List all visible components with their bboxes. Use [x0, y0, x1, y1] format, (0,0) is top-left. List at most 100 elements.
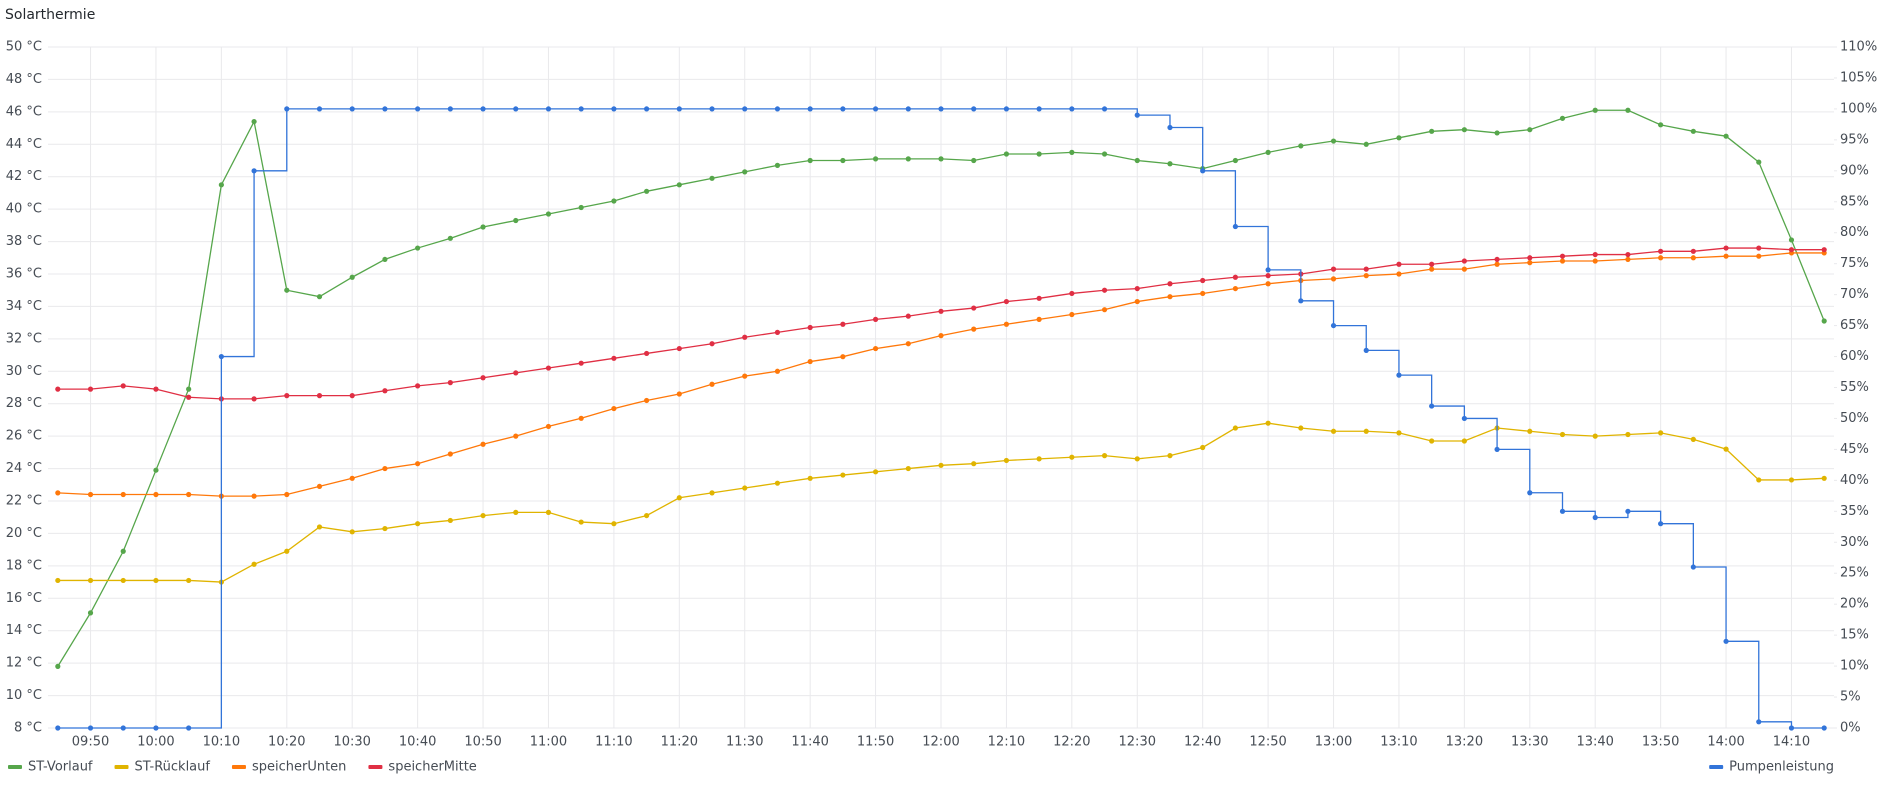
y-tick-label: 14 °C	[6, 623, 42, 638]
data-point	[349, 475, 355, 481]
data-point	[905, 156, 911, 162]
data-point	[938, 308, 944, 314]
data-point	[1788, 237, 1795, 243]
data-point	[545, 211, 552, 217]
data-point	[578, 360, 584, 366]
data-point	[349, 529, 355, 535]
data-point	[807, 475, 813, 481]
data-point	[87, 386, 94, 392]
x-tick-label: 10:30	[333, 735, 370, 750]
data-point	[382, 465, 388, 472]
data-point	[872, 316, 879, 322]
x-tick-label: 10:00	[137, 735, 174, 750]
data-point	[120, 383, 126, 389]
legend-swatch	[114, 765, 129, 769]
data-point	[1690, 255, 1696, 261]
data-point	[316, 393, 323, 399]
data-point	[938, 156, 944, 162]
data-point	[545, 509, 552, 515]
data-point	[1232, 157, 1238, 164]
data-point	[1003, 321, 1010, 327]
legend-swatch	[231, 765, 246, 769]
y-tick-label: 40 °C	[6, 202, 42, 217]
data-point	[709, 341, 715, 347]
data-point	[611, 355, 617, 361]
data-point	[1003, 106, 1010, 112]
data-point	[807, 324, 813, 331]
data-point	[1625, 508, 1631, 514]
data-point	[1134, 285, 1140, 292]
data-point	[1494, 261, 1500, 267]
data-point	[905, 106, 911, 112]
y-tick-label: 24 °C	[6, 461, 42, 476]
data-point	[742, 334, 748, 340]
y2-tick-label: 45%	[1840, 442, 1869, 457]
data-point	[676, 391, 682, 397]
y2-tick-label: 80%	[1840, 225, 1869, 240]
legend-label: speicherMitte	[388, 760, 476, 775]
data-point	[545, 365, 552, 371]
y2-tick-label: 30%	[1840, 535, 1869, 550]
data-point	[1461, 258, 1467, 264]
data-point	[1363, 347, 1369, 353]
y-tick-label: 46 °C	[6, 104, 42, 119]
data-point	[1527, 127, 1533, 133]
data-point	[153, 577, 159, 584]
data-point	[513, 217, 519, 224]
data-point	[1658, 122, 1664, 128]
data-point	[1429, 438, 1435, 444]
data-point	[1592, 258, 1598, 264]
data-point	[87, 610, 94, 616]
data-point	[1756, 719, 1762, 725]
data-point	[1690, 436, 1696, 442]
data-point	[1527, 428, 1533, 434]
data-point	[415, 461, 421, 467]
x-tick-label: 10:20	[268, 735, 305, 750]
data-point	[447, 517, 453, 524]
data-point	[1167, 161, 1173, 167]
data-point	[186, 725, 192, 731]
data-point	[1788, 477, 1795, 483]
data-point	[1756, 477, 1762, 483]
data-point	[349, 106, 355, 112]
data-point	[1167, 294, 1173, 300]
data-point	[709, 490, 715, 496]
x-tick-label: 13:10	[1380, 735, 1417, 750]
legend-swatch	[8, 765, 22, 769]
data-point	[774, 106, 781, 112]
data-point	[1592, 433, 1598, 439]
x-tick-label: 13:00	[1315, 735, 1352, 750]
data-point	[1167, 281, 1173, 287]
x-tick-label: 10:10	[203, 735, 240, 750]
data-point	[1232, 274, 1238, 280]
data-point	[186, 394, 192, 400]
data-point	[382, 106, 388, 112]
x-tick-label: 13:50	[1642, 735, 1679, 750]
data-point	[1101, 287, 1108, 293]
y2-tick-label: 105%	[1840, 70, 1877, 85]
x-tick-label: 10:40	[399, 735, 436, 750]
data-point	[1461, 266, 1467, 272]
legend-label: speicherUnten	[252, 760, 346, 775]
data-point	[1625, 251, 1631, 258]
data-point	[251, 561, 257, 567]
data-point	[415, 383, 421, 389]
data-point	[382, 525, 388, 532]
data-point	[971, 305, 977, 311]
data-point	[578, 415, 584, 421]
y2-tick-label: 50%	[1840, 411, 1869, 426]
y2-tick-label: 55%	[1840, 380, 1869, 395]
x-tick-label: 11:30	[726, 735, 763, 750]
data-point	[415, 245, 421, 251]
data-point	[1396, 372, 1402, 378]
data-point	[349, 274, 355, 280]
data-point	[480, 441, 486, 447]
data-point	[709, 106, 715, 112]
data-point	[676, 182, 682, 188]
data-point	[251, 118, 257, 125]
data-point	[709, 175, 715, 181]
data-point	[1658, 255, 1664, 261]
y2-tick-label: 110%	[1840, 40, 1877, 55]
